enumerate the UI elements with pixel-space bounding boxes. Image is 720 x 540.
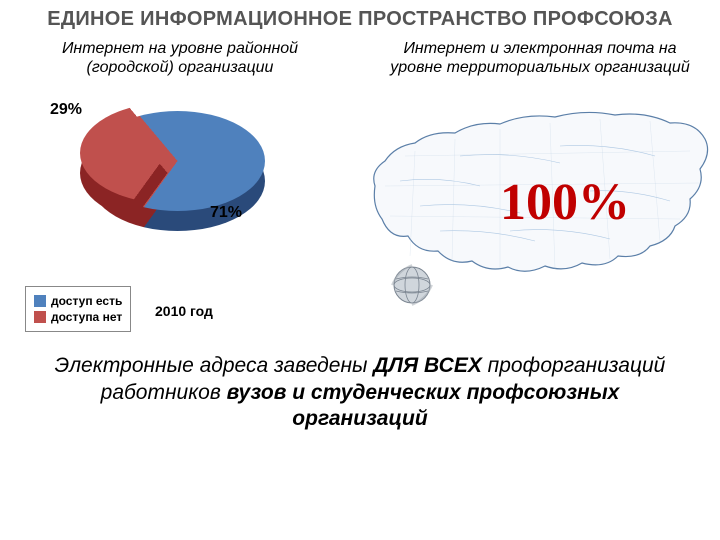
legend-item-access-yes: доступ есть xyxy=(34,294,122,308)
map-region: 100% xyxy=(360,91,720,341)
footer-prefix: Электронные адреса заведены xyxy=(55,354,374,377)
map-overlay-percent: 100% xyxy=(500,173,630,232)
chart-area: 29% 71% доступ есть доступа нет 2010 год… xyxy=(0,91,720,341)
legend-swatch-red xyxy=(34,311,46,323)
page-title: ЕДИНОЕ ИНФОРМАЦИОННОЕ ПРОСТРАНСТВО ПРОФС… xyxy=(0,0,720,35)
legend-label: доступ есть xyxy=(51,294,122,308)
legend-swatch-blue xyxy=(34,295,46,307)
footer-bold-1: ДЛЯ ВСЕХ xyxy=(373,354,482,377)
right-subtitle: Интернет и электронная почта на уровне т… xyxy=(360,35,720,81)
pie-slice-label-29: 29% xyxy=(50,101,82,119)
legend-item-access-no: доступа нет xyxy=(34,310,122,324)
subtitle-row: Интернет на уровне районной (городской) … xyxy=(0,35,720,81)
pie-chart xyxy=(90,111,265,251)
left-subtitle: Интернет на уровне районной (городской) … xyxy=(0,35,360,81)
pie-chart-region: 29% 71% доступ есть доступа нет 2010 год xyxy=(0,91,360,341)
pie-slice-label-71: 71% xyxy=(210,204,242,222)
footer-text: Электронные адреса заведены ДЛЯ ВСЕХ про… xyxy=(0,341,720,432)
legend-label: доступа нет xyxy=(51,310,122,324)
year-label: 2010 год xyxy=(155,303,213,319)
pie-legend: доступ есть доступа нет xyxy=(25,286,131,332)
footer-bold-2: вузов и студенческих профсоюзных организ… xyxy=(227,381,620,430)
globe-icon xyxy=(388,261,436,309)
